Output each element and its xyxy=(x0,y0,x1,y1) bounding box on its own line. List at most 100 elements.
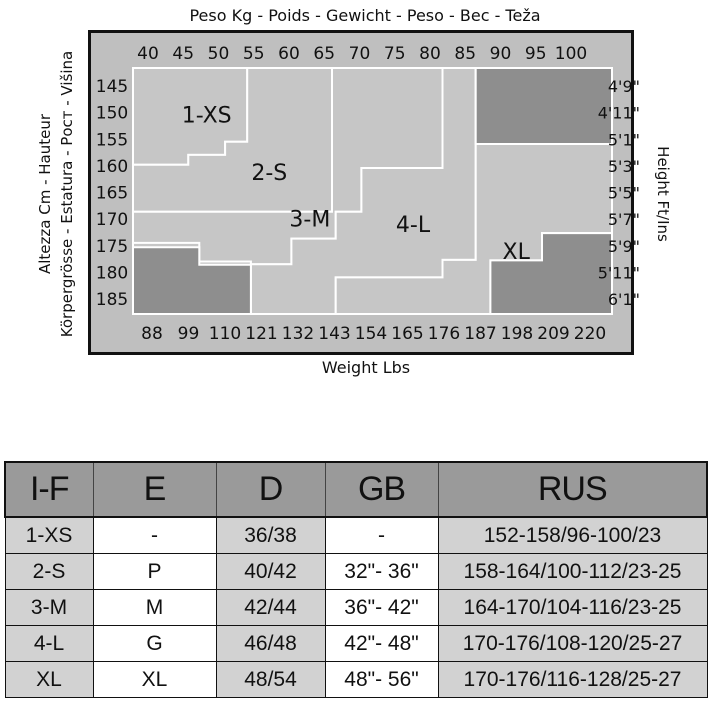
ft-tick-label: 6'1" xyxy=(608,290,640,309)
ft-tick-label: 5'1" xyxy=(608,130,640,149)
table-cell: 42/44 xyxy=(215,589,326,626)
kg-tick-label: 50 xyxy=(208,44,230,64)
region-label-1-xs: 1-XS xyxy=(182,103,232,128)
table-cell: 48"- 56" xyxy=(324,661,439,698)
plot-regions xyxy=(132,67,613,315)
lbs-tick-labels: 88 99 110 121 132 143 154 165 176 187 198 209 220 xyxy=(141,324,606,344)
size-chart: Peso Kg - Poids - Gewicht - Peso - Bec -… xyxy=(36,6,672,377)
region-label-xl: XL xyxy=(503,240,531,265)
lbs-tick-label: 121 xyxy=(245,324,277,344)
table-header-e: E xyxy=(92,461,217,518)
kg-tick-label: 80 xyxy=(419,44,441,64)
table-cell: 40/42 xyxy=(215,553,326,590)
kg-tick-label: 95 xyxy=(525,44,547,64)
kg-tick-label: 75 xyxy=(384,44,406,64)
table-cell: 42"- 48" xyxy=(324,625,439,662)
lbs-tick-label: 198 xyxy=(501,324,533,344)
lbs-tick-label: 88 xyxy=(141,324,163,344)
table-cell: 1-XS xyxy=(4,516,94,554)
table-cell: 48/54 xyxy=(215,661,326,698)
cm-tick-label: 175 xyxy=(96,237,128,257)
lbs-tick-label: 99 xyxy=(178,324,200,344)
ft-tick-label: 5'3" xyxy=(608,157,640,176)
table-cell: M xyxy=(92,589,217,626)
table-row: 4-L G 46/48 42"- 48" 170-176/108-120/25-27 xyxy=(4,625,708,662)
kg-tick-label: 60 xyxy=(278,44,300,64)
table-cell: - xyxy=(324,516,439,554)
cm-tick-labels: 145 150 155 160 165 170 175 180 185 xyxy=(96,77,128,310)
table-cell: 36/38 xyxy=(215,516,326,554)
cm-tick-label: 155 xyxy=(96,130,128,150)
table-row: 3-M M 42/44 36"- 42" 164-170/104-116/23-25 xyxy=(4,589,708,626)
cm-tick-label: 145 xyxy=(96,77,128,97)
ft-tick-label: 5'7" xyxy=(608,210,640,229)
table-cell: - xyxy=(92,516,217,554)
plot-border xyxy=(132,67,613,315)
table-header-gb: GB xyxy=(324,461,439,518)
table-cell: 170-176/108-120/25-27 xyxy=(437,625,708,662)
kg-tick-label: 55 xyxy=(243,44,265,64)
lbs-tick-label: 132 xyxy=(282,324,314,344)
table-cell: G xyxy=(92,625,217,662)
kg-tick-label: 70 xyxy=(349,44,371,64)
table-cell: 2-S xyxy=(4,553,94,590)
table-row: XL XL 48/54 48"- 56" 170-176/116-128/25-27 xyxy=(4,661,708,698)
region-label-2-s: 2-S xyxy=(251,161,287,186)
ft-tick-label: 4'11" xyxy=(598,104,640,123)
kg-tick-label: 65 xyxy=(313,44,335,64)
cm-tick-label: 150 xyxy=(96,104,128,124)
ft-tick-label: 4'9" xyxy=(608,77,640,96)
table-cell: 3-M xyxy=(4,589,94,626)
table-cell: XL xyxy=(92,661,217,698)
kg-tick-label: 40 xyxy=(137,44,159,64)
cm-tick-label: 185 xyxy=(96,290,128,310)
table-cell: 46/48 xyxy=(215,625,326,662)
cm-tick-label: 165 xyxy=(96,184,128,204)
table-header-row: I-F E D GB RUS xyxy=(4,461,708,518)
cm-tick-label: 170 xyxy=(96,210,128,230)
lbs-tick-label: 220 xyxy=(574,324,606,344)
table-header-i-f: I-F xyxy=(4,461,94,518)
table-cell: XL xyxy=(4,661,94,698)
chart-title: Peso Kg - Poids - Gewicht - Peso - Bec -… xyxy=(189,6,540,25)
kg-tick-label: 45 xyxy=(172,44,194,64)
left-axis-label-1: Altezza Cm - Hauteur xyxy=(36,113,54,274)
table-cell: 158-164/100-112/23-25 xyxy=(437,553,708,590)
lbs-tick-label: 165 xyxy=(391,324,423,344)
region-label-3-m: 3-M xyxy=(289,207,330,232)
table-header-d: D xyxy=(215,461,326,518)
kg-tick-label: 85 xyxy=(454,44,476,64)
table-body: 1-XS -36/38-152-158/96-100/23 2-S P 40/42 32"… xyxy=(4,516,708,698)
region-label-4-l: 4-L xyxy=(396,213,431,238)
cm-tick-label: 160 xyxy=(96,157,128,177)
cm-tick-label: 180 xyxy=(96,263,128,283)
right-axis-label: Height Ft/Ins xyxy=(654,146,672,242)
lbs-tick-label: 187 xyxy=(464,324,496,344)
region-labels: 1-XS 2-S3-M 4-L XL xyxy=(182,103,531,265)
size-conversion-table: I-F E D GB RUS 1-XS -36/38-152-158/96-100/23 2… xyxy=(4,461,708,698)
left-axis-label-2: Körpergrösse - Estatura - Рост - Višina xyxy=(58,51,76,337)
kg-tick-label: 90 xyxy=(490,44,512,64)
x-axis-label: Weight Lbs xyxy=(322,358,410,377)
table-header-rus: RUS xyxy=(437,461,708,518)
table-cell: P xyxy=(92,553,217,590)
ft-tick-label: 5'11" xyxy=(598,263,640,282)
ft-tick-label: 5'5" xyxy=(608,184,640,203)
lbs-tick-label: 110 xyxy=(209,324,241,344)
lbs-tick-label: 176 xyxy=(428,324,460,344)
table-cell: 152-158/96-100/23 xyxy=(437,516,708,554)
kg-tick-labels: 40 45 50 55 60 65 70 75 80 85 90 95 100 xyxy=(137,44,587,64)
table-cell: 170-176/116-128/25-27 xyxy=(437,661,708,698)
plot-grid-lines xyxy=(132,67,613,315)
kg-tick-label: 100 xyxy=(555,44,587,64)
ft-tick-label: 5'9" xyxy=(608,237,640,256)
table-row: 1-XS -36/38-152-158/96-100/23 xyxy=(4,516,708,554)
table-cell: 36"- 42" xyxy=(324,589,439,626)
region-dark-5 xyxy=(474,67,613,145)
lbs-tick-label: 154 xyxy=(355,324,387,344)
lbs-tick-label: 209 xyxy=(537,324,569,344)
ft-tick-labels: 4'9" 4'11" 5'1" 5'3" 5'5" 5'7" 5'9" 5'11" 6'1" xyxy=(598,77,640,309)
table-cell: 32"- 36" xyxy=(324,553,439,590)
lbs-tick-label: 143 xyxy=(318,324,350,344)
table-row: 2-S P 40/42 32"- 36" 158-164/100-112/23-25 xyxy=(4,553,708,590)
